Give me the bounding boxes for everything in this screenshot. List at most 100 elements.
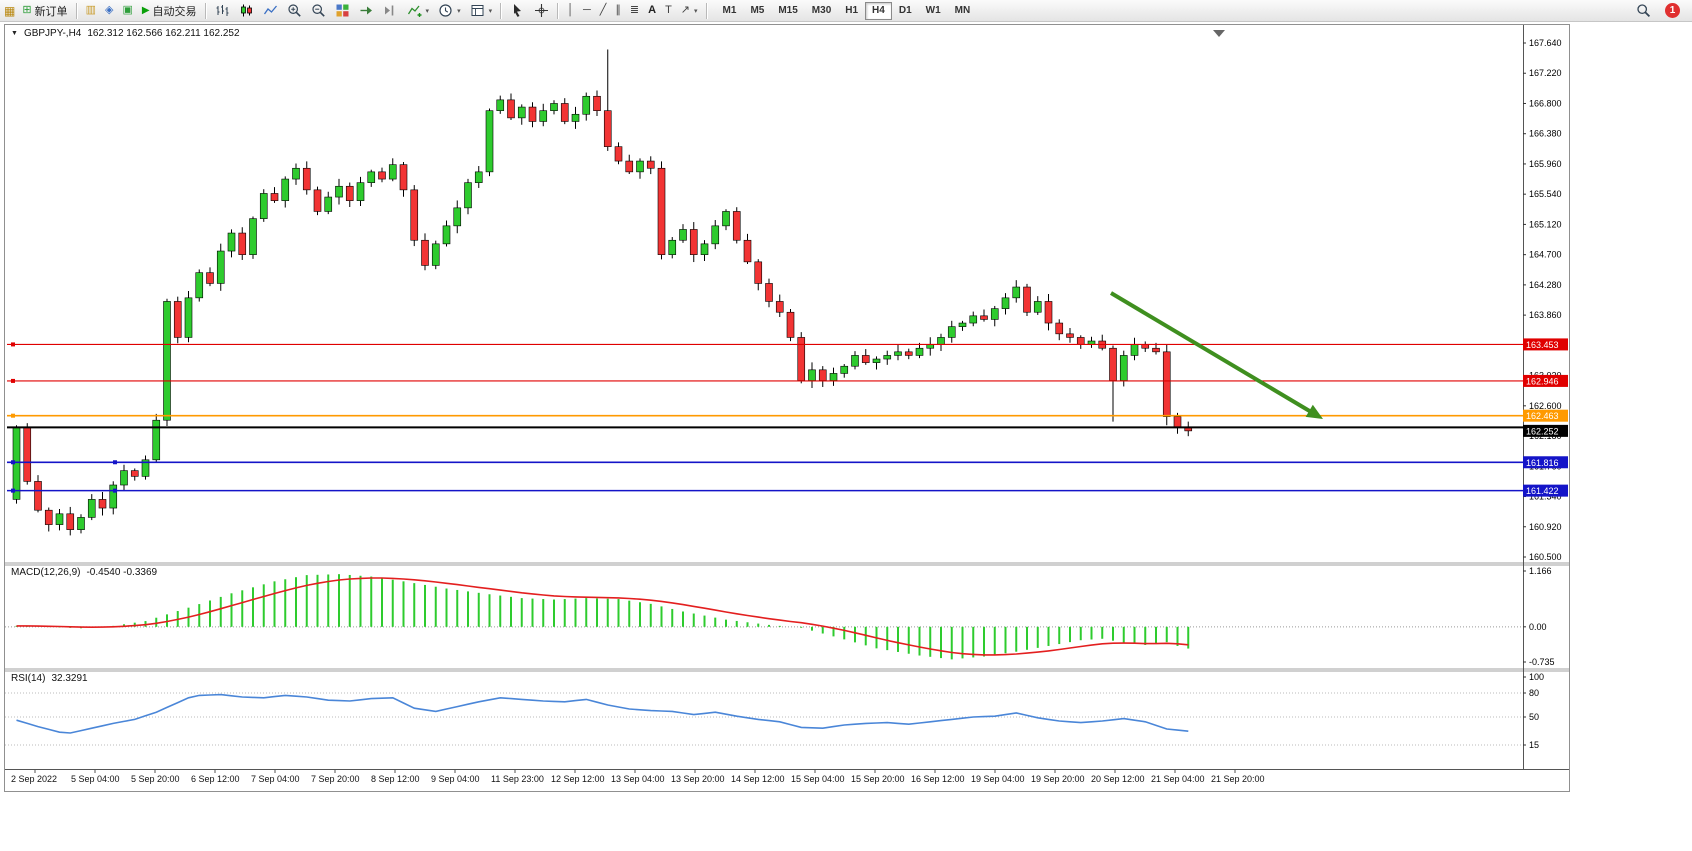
bar-chart-button[interactable] [211, 1, 234, 21]
svg-text:162.600: 162.600 [1529, 401, 1562, 411]
vertical-line-button[interactable]: │ [563, 1, 578, 21]
auto-scroll-icon [360, 6, 372, 15]
fibonacci-icon: ≣ [629, 4, 640, 16]
market-watch-button[interactable]: ▥ [82, 1, 100, 21]
svg-text:160.500: 160.500 [1529, 552, 1562, 562]
svg-text:163.453: 163.453 [1526, 340, 1559, 350]
svg-text:0.00: 0.00 [1529, 622, 1547, 632]
svg-text:161.422: 161.422 [1526, 486, 1559, 496]
trendline-icon: ╱ [599, 4, 607, 16]
cursor-button[interactable] [506, 1, 529, 21]
toolbar-separator [75, 2, 78, 19]
line-chart-button[interactable] [259, 1, 282, 21]
macd-panel [15, 574, 1190, 660]
timeframe-button-h4[interactable]: H4 [865, 1, 892, 20]
time-axis[interactable]: 2 Sep 2022 5 Sep 04:00 5 Sep 20:00 6 Sep 12… [11, 769, 1265, 784]
timeframe-button-h1[interactable]: H1 [838, 2, 865, 20]
svg-text:21 Sep 04:00: 21 Sep 04:00 [1151, 774, 1205, 784]
panel-frame [5, 25, 1569, 770]
clock-icon [439, 4, 452, 17]
shapes-button[interactable]: ↗ ▾ [677, 1, 702, 21]
svg-text:161.816: 161.816 [1526, 458, 1559, 468]
toolbar-right-group: 1 [1632, 1, 1688, 21]
svg-text:163.860: 163.860 [1529, 310, 1562, 320]
crosshair-icon [535, 4, 549, 17]
search-button[interactable] [1632, 1, 1655, 21]
toolbar-separator [500, 2, 503, 19]
tile-windows-icon [336, 4, 349, 17]
price-badges: 163.453 162.946 162.463 161.816 161.422 162.2… [1523, 338, 1568, 497]
dropdown-caret-icon: ▾ [694, 7, 698, 15]
svg-text:7 Sep 20:00: 7 Sep 20:00 [311, 774, 360, 784]
svg-text:160.920: 160.920 [1529, 522, 1562, 532]
new-order-label: 新订单 [34, 5, 68, 18]
svg-text:164.280: 164.280 [1529, 280, 1562, 290]
horizontal-line-icon: ─ [582, 4, 591, 16]
text-tool-button[interactable]: A [644, 1, 660, 21]
timeframe-button-m30[interactable]: M30 [805, 2, 838, 20]
svg-text:8 Sep 12:00: 8 Sep 12:00 [371, 774, 420, 784]
timeframe-button-m15[interactable]: M15 [771, 2, 804, 20]
timeframe-button-m1[interactable]: M1 [716, 2, 744, 20]
new-order-icon: ⊞ [22, 4, 32, 16]
autotrading-button[interactable]: ▶ 自动交易 [138, 1, 201, 21]
horizontal-line-button[interactable]: ─ [579, 1, 595, 21]
zoom-in-button[interactable] [283, 1, 306, 21]
svg-text:13 Sep 20:00: 13 Sep 20:00 [671, 774, 725, 784]
trendline-button[interactable]: ╱ [596, 1, 611, 21]
price-axis[interactable]: 167.640 167.220 166.800 166.380 165.960 165.5… [1523, 38, 1562, 750]
navigator-button[interactable]: ◈ [101, 1, 117, 21]
timeframe-button-mn[interactable]: MN [948, 2, 978, 20]
svg-text:5 Sep 20:00: 5 Sep 20:00 [131, 774, 180, 784]
dropdown-caret-icon: ▾ [457, 7, 461, 15]
svg-text:19 Sep 20:00: 19 Sep 20:00 [1031, 774, 1085, 784]
templates-button[interactable]: ▾ [466, 1, 497, 21]
zoom-out-button[interactable] [307, 1, 330, 21]
search-icon [1637, 4, 1651, 18]
svg-text:19 Sep 04:00: 19 Sep 04:00 [971, 774, 1025, 784]
trend-arrow [1109, 291, 1323, 419]
svg-text:12 Sep 12:00: 12 Sep 12:00 [551, 774, 605, 784]
tile-windows-button[interactable] [331, 1, 354, 21]
channel-button[interactable]: ∥ [611, 1, 625, 21]
main-toolbar: ▦ ⊞ 新订单 ▥ ◈ ▣ ▶ 自动交易 ▾ [0, 0, 1692, 22]
timeframe-button-m5[interactable]: M5 [743, 2, 771, 20]
svg-text:15 Sep 20:00: 15 Sep 20:00 [851, 774, 905, 784]
candlestick-chart-button[interactable] [235, 1, 258, 21]
toolbar-separator [204, 2, 207, 19]
auto-scroll-button[interactable] [355, 1, 378, 21]
notification-badge[interactable]: 1 [1665, 3, 1680, 18]
svg-text:80: 80 [1529, 688, 1539, 698]
svg-text:6 Sep 12:00: 6 Sep 12:00 [191, 774, 240, 784]
new-order-button[interactable]: ⊞ 新订单 [18, 1, 71, 21]
svg-text:165.120: 165.120 [1529, 219, 1562, 229]
svg-text:50: 50 [1529, 712, 1539, 722]
svg-text:164.700: 164.700 [1529, 250, 1562, 260]
chart-shift-button[interactable] [379, 1, 402, 21]
vertical-line-icon: │ [567, 4, 574, 16]
timeframe-toolbar: M1 M5 M15 M30 H1 H4 D1 W1 MN [716, 1, 978, 20]
price-chart[interactable]: 167.640 167.220 166.800 166.380 165.960 165.5… [5, 25, 1569, 791]
toolbar-separator [705, 2, 708, 19]
candlestick-chart-icon [240, 4, 252, 17]
label-tool-button[interactable]: T [661, 1, 676, 21]
svg-text:100: 100 [1529, 672, 1544, 682]
indicators-button[interactable]: ▾ [403, 1, 434, 21]
svg-text:16 Sep 12:00: 16 Sep 12:00 [911, 774, 965, 784]
svg-text:21 Sep 20:00: 21 Sep 20:00 [1211, 774, 1265, 784]
svg-text:15: 15 [1529, 740, 1539, 750]
periods-button[interactable]: ▾ [434, 1, 465, 21]
svg-text:14 Sep 12:00: 14 Sep 12:00 [731, 774, 785, 784]
timeframe-button-w1[interactable]: W1 [919, 2, 948, 20]
crosshair-button[interactable] [530, 1, 553, 21]
dropdown-caret-icon: ▾ [488, 7, 493, 15]
chart-shift-marker[interactable] [1213, 30, 1225, 37]
horizontal-lines [7, 342, 1523, 493]
fibonacci-button[interactable]: ≣ [626, 1, 643, 21]
timeframe-button-d1[interactable]: D1 [892, 2, 919, 20]
line-chart-icon [263, 5, 277, 15]
chart-window: 167.640 167.220 166.800 166.380 165.960 165.5… [4, 24, 1570, 792]
terminal-button[interactable]: ▣ [118, 1, 136, 21]
cursor-icon [514, 4, 522, 17]
shapes-icon: ↗ [680, 4, 691, 16]
